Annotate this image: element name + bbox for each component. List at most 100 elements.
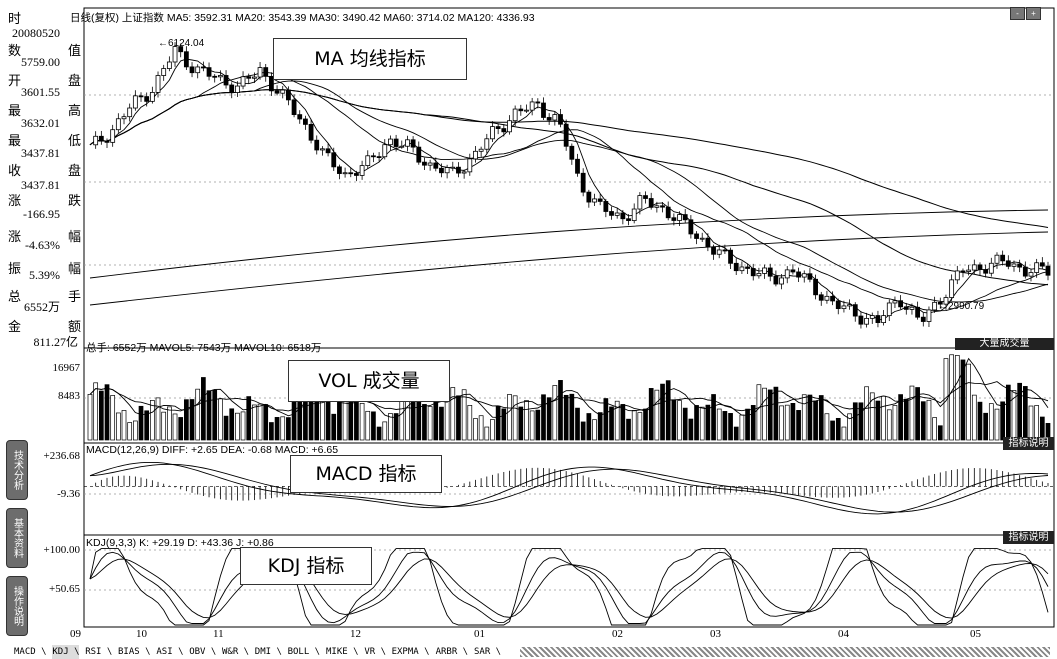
info-suffix-3: 低 [68, 134, 82, 149]
indicator-tab-arbr[interactable]: ARBR \ [435, 647, 469, 657]
info-suffix-1: 盘 [68, 74, 82, 89]
x-tick-label: 02 [612, 628, 623, 640]
candle-body [314, 139, 320, 151]
volume-bar [569, 393, 575, 441]
candle-body [263, 67, 269, 77]
volume-bar [1005, 384, 1011, 441]
candle-body [229, 84, 235, 93]
info-label-4: 最 [8, 134, 22, 149]
info-value-9: 6552万 [23, 300, 60, 314]
volume-bars [87, 354, 1051, 441]
side-tab-fundamentals[interactable]: 基本资料 [6, 508, 28, 568]
candle-body [886, 302, 892, 317]
macd-pane-frame [83, 442, 1055, 536]
volume-bar [779, 405, 784, 441]
candle-body [716, 249, 722, 255]
volume-bar [98, 390, 104, 441]
candle-body [495, 126, 501, 129]
candle-body [881, 315, 887, 324]
kdj-lines [89, 548, 1049, 626]
macd-ytick-mid: -9.36 [57, 488, 80, 500]
volume-bar [858, 402, 864, 441]
candle-body [308, 124, 314, 141]
volume-bar [331, 413, 337, 441]
vol-indicator-button[interactable]: 大量成交量 [955, 338, 1054, 350]
volume-bar [535, 409, 541, 441]
candle-body [841, 305, 847, 310]
volume-bar [365, 410, 371, 441]
x-tick-label: 05 [970, 628, 981, 640]
indicator-tab-sar[interactable]: SAR \ [474, 647, 502, 657]
volume-bar [762, 387, 767, 441]
candle-body [280, 89, 286, 94]
volume-bar [739, 414, 745, 441]
volume-bar [835, 417, 841, 441]
candle-body [297, 114, 303, 120]
volume-bar [546, 397, 552, 441]
candle-body [830, 295, 835, 302]
candle-body [1011, 263, 1017, 267]
volume-bar [512, 395, 518, 441]
volume-bar [1022, 386, 1028, 441]
volume-bar [235, 412, 240, 441]
indicator-tab-rsi[interactable]: RSI \ [85, 647, 113, 657]
indicator-tab-macd[interactable]: MACD \ [14, 647, 47, 657]
volume-bar [150, 400, 155, 441]
candle-body [98, 135, 104, 142]
volume-bar [144, 410, 150, 441]
candle-body [467, 158, 473, 173]
side-tab-help[interactable]: 操作说明 [6, 576, 28, 636]
tab-scroll-area[interactable] [520, 647, 1050, 657]
indicator-tab-wr[interactable]: W&R \ [222, 647, 250, 657]
macd-annotation: MACD 指标 [290, 455, 442, 493]
candle-body [405, 139, 410, 147]
indicator-tab-vr[interactable]: VR \ [364, 647, 387, 657]
volume-bar [433, 399, 439, 441]
indicator-tab-dmi[interactable]: DMI \ [254, 647, 282, 657]
volume-bar [671, 399, 677, 441]
candle-body [1000, 254, 1006, 262]
indicator-tab-kdj[interactable]: KDJ \ [52, 645, 80, 659]
side-tab-technical[interactable]: 技术分析 [6, 440, 28, 500]
kdj-ytick-top: +100.00 [43, 544, 80, 556]
info-label-2: 开 [8, 74, 22, 89]
volume-bar [852, 402, 858, 441]
volume-bar [609, 406, 614, 441]
volume-bar [484, 426, 490, 441]
volume-bar [422, 404, 427, 441]
x-tick-label: 12 [350, 628, 361, 640]
candle-body [722, 249, 728, 252]
indicator-tab-boll[interactable]: BOLL \ [287, 647, 321, 657]
candle-body [847, 304, 852, 307]
info-value-5: 3437.81 [21, 178, 60, 192]
volume-bar [507, 394, 512, 441]
ma-line-MA20 [89, 71, 1049, 312]
kdj-help-button[interactable]: 指标说明 [1003, 531, 1054, 544]
indicator-tab-obv[interactable]: OBV \ [189, 647, 217, 657]
candle-body [592, 198, 597, 203]
volume-bar [648, 388, 654, 441]
volume-bar [552, 385, 558, 441]
macd-header: MACD(12,26,9) DIFF: +2.65 DEA: -0.68 MAC… [86, 444, 339, 456]
indicator-tab-asi[interactable]: ASI \ [156, 647, 184, 657]
volume-bar [988, 403, 994, 441]
candle-body [750, 268, 756, 277]
volume-bar [167, 406, 172, 441]
volume-bar [881, 395, 886, 441]
indicator-tab-bias[interactable]: BIAS \ [118, 647, 151, 657]
candle-body [949, 279, 955, 298]
candle-body [138, 95, 144, 98]
volume-bar [93, 382, 99, 441]
volume-bar [592, 419, 597, 441]
candle-body [892, 300, 898, 304]
moving-average-lines [89, 58, 1049, 320]
volume-bar [325, 400, 331, 441]
macd-help-button[interactable]: 指标说明 [1003, 437, 1054, 450]
indicator-tab-expma[interactable]: EXPMA \ [391, 647, 430, 657]
maximize-button[interactable]: + [1026, 7, 1041, 20]
minimize-button[interactable]: - [1010, 7, 1025, 20]
volume-bar [733, 426, 739, 441]
volume-bar [121, 410, 127, 441]
indicator-tab-mike[interactable]: MIKE \ [326, 647, 359, 657]
